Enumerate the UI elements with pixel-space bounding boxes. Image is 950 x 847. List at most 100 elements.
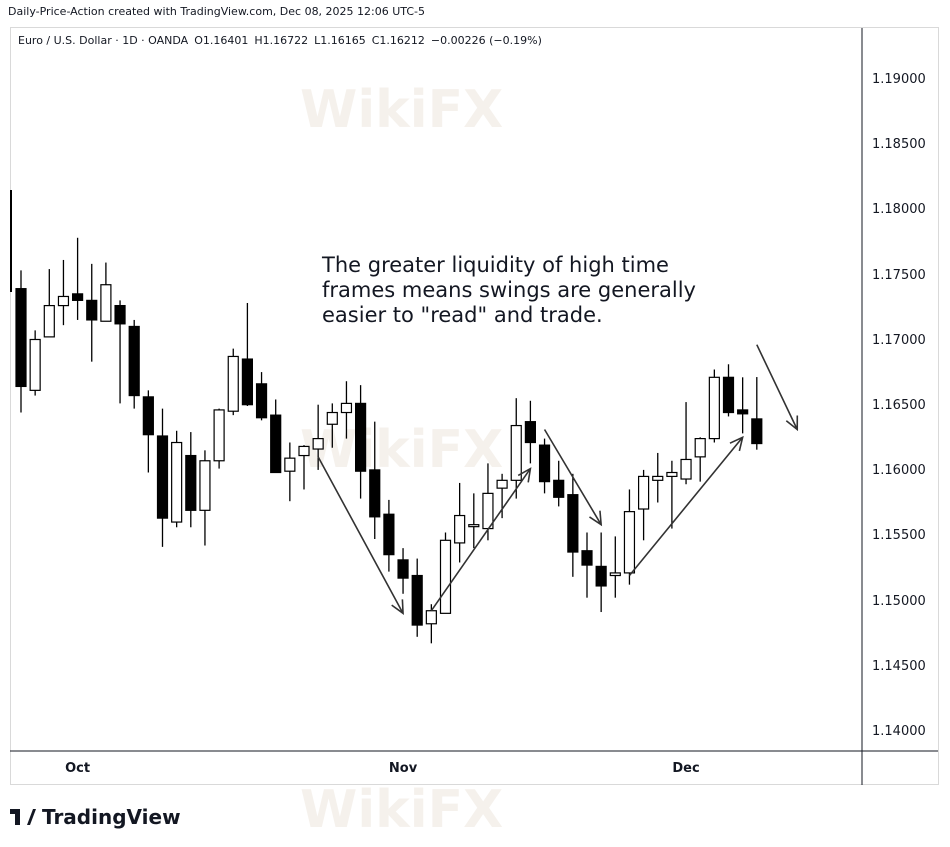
candle-body-down	[524, 421, 537, 444]
price-tick-label: 1.15000	[872, 593, 926, 609]
ohlc-low: L1.16165	[314, 34, 366, 47]
candle-body-down	[15, 288, 27, 388]
chart-frame	[10, 27, 939, 785]
arrow-path	[543, 429, 603, 527]
candle-body-up	[227, 355, 239, 412]
candle	[86, 263, 98, 362]
candle-body-up	[425, 610, 437, 625]
candle	[538, 438, 551, 494]
arrow-path	[756, 344, 799, 432]
candle	[553, 460, 565, 507]
candle-body-down	[355, 402, 367, 472]
trend-arrow	[756, 344, 799, 432]
ohlc-change: −0.00226 (−0.19%)	[430, 34, 542, 47]
candle-body-down	[142, 396, 154, 436]
candle-body-down	[255, 383, 268, 419]
candle	[227, 348, 239, 416]
trend-arrow	[317, 456, 404, 615]
candle-body-up	[439, 539, 452, 614]
candle	[708, 369, 720, 443]
trend-arrow	[543, 429, 603, 527]
candle-body-down	[369, 469, 381, 518]
tradingview-logo[interactable]: TradingView	[10, 805, 181, 829]
candle	[284, 442, 296, 502]
candle-body-down	[128, 325, 140, 397]
candle	[43, 269, 55, 338]
candle-body-up	[694, 438, 706, 458]
trend-arrow	[628, 435, 744, 577]
candle-body-up	[454, 514, 466, 544]
price-tick-label: 1.15500	[872, 528, 926, 544]
candle	[340, 381, 353, 439]
candle	[199, 450, 211, 546]
candle-body-up	[57, 295, 70, 307]
candle-body-up	[298, 445, 310, 457]
candle	[439, 532, 452, 614]
price-tick-label: 1.16500	[872, 398, 926, 413]
candle	[595, 532, 607, 613]
candle	[666, 460, 678, 529]
candle	[369, 421, 381, 540]
candle	[581, 532, 593, 598]
candle-body-down	[185, 454, 197, 511]
candle	[270, 399, 282, 474]
candle	[737, 377, 749, 434]
annotation-text: The greater liquidity of high time frame…	[322, 253, 696, 327]
candle	[255, 372, 268, 421]
price-tick-label: 1.17000	[872, 332, 926, 348]
candle-body-up	[637, 475, 650, 510]
candle	[241, 302, 253, 406]
candle-body-down	[156, 435, 169, 519]
candle	[15, 270, 27, 413]
time-tick-label: Oct	[65, 761, 91, 776]
candle	[609, 536, 621, 598]
candle-body-up	[312, 438, 324, 450]
candle-body-up	[680, 458, 692, 480]
candle	[623, 489, 636, 585]
candle-body-up	[43, 304, 55, 338]
symbol-name[interactable]: Euro / U.S. Dollar · 1D · OANDA	[18, 34, 189, 47]
candle	[652, 452, 664, 503]
price-tick-label: 1.16000	[872, 463, 926, 479]
candle	[751, 377, 763, 450]
candle-body-down	[71, 293, 84, 301]
price-tick-label: 1.14500	[872, 658, 926, 674]
candle-body-up	[666, 471, 678, 478]
time-tick-label: Dec	[672, 761, 700, 776]
candle	[171, 430, 183, 528]
candle	[213, 408, 225, 469]
candle	[298, 445, 310, 490]
candle-body-up	[284, 457, 296, 472]
candle-body-up	[708, 376, 720, 440]
price-tick-label: 1.18000	[872, 202, 926, 218]
candle-body-down	[241, 358, 253, 406]
candle	[100, 262, 112, 322]
candle-body-down	[751, 418, 763, 445]
candle	[680, 402, 692, 485]
arrow-path	[628, 435, 744, 577]
candle	[326, 403, 338, 448]
candle	[468, 493, 480, 549]
candle	[722, 364, 735, 417]
candle-body-down	[270, 414, 282, 474]
candle	[496, 473, 508, 519]
candle-body-down	[86, 299, 98, 321]
candle	[185, 432, 197, 528]
candle	[454, 482, 466, 563]
brand-name: TradingView	[42, 805, 181, 829]
candle-body-down	[581, 550, 593, 566]
candle-body-up	[609, 572, 621, 577]
candle-body-up	[199, 460, 211, 511]
ohlc-open: O1.16401	[194, 34, 249, 47]
candle	[128, 319, 140, 409]
arrow-path	[317, 456, 404, 615]
candle	[411, 558, 423, 637]
credit-line: Daily-Price-Action created with TradingV…	[8, 5, 426, 18]
candle	[142, 390, 154, 473]
candle	[510, 398, 522, 499]
arrow-path	[430, 467, 532, 612]
candle-body-down	[383, 513, 395, 556]
candle	[29, 330, 41, 396]
